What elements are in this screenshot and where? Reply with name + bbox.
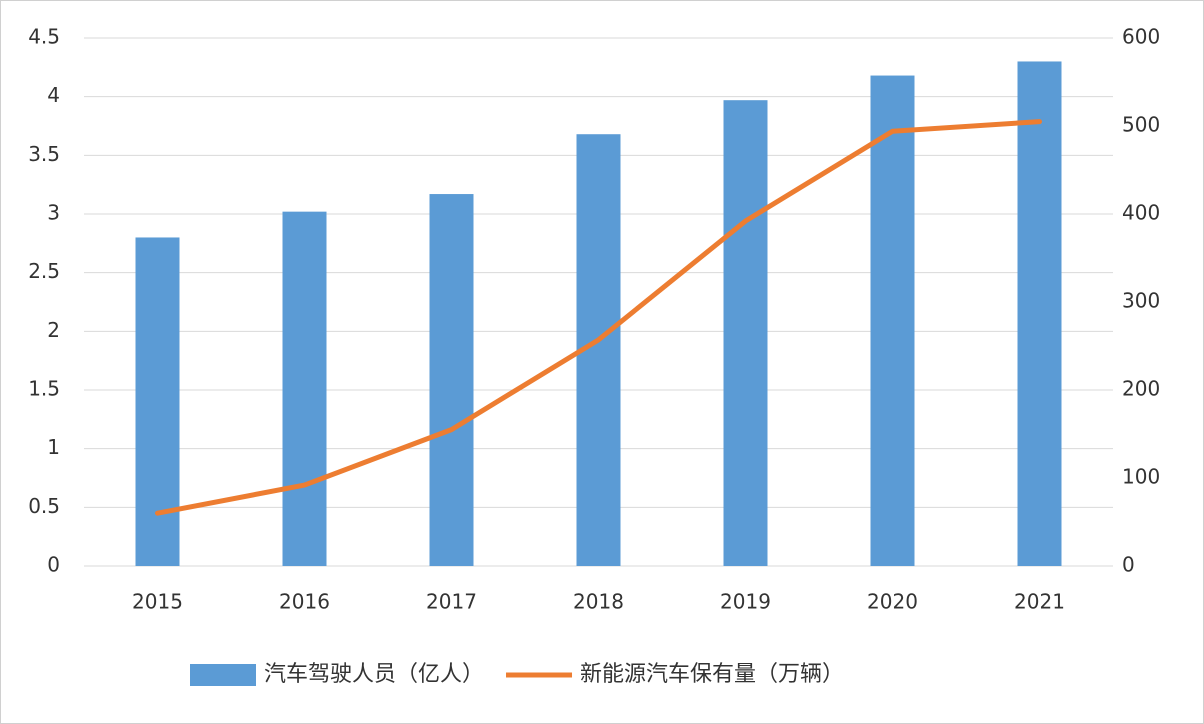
y-tick-label: 4 — [47, 83, 60, 107]
y-tick-label: 0.5 — [28, 494, 60, 518]
x-tick-label: 2020 — [867, 590, 918, 614]
y-tick-label: 1 — [47, 435, 60, 459]
y-tick-label: 2 — [47, 318, 60, 342]
y2-tick-label: 400 — [1122, 201, 1160, 225]
legend-swatch — [190, 664, 256, 686]
y-tick-label: 2.5 — [28, 259, 60, 283]
bar — [723, 100, 768, 566]
y2-tick-label: 0 — [1122, 553, 1135, 577]
line — [155, 119, 1042, 516]
y2-tick-label: 300 — [1122, 289, 1160, 313]
x-tick-label: 2018 — [573, 590, 624, 614]
y-tick-label: 1.5 — [28, 377, 60, 401]
y2-tick-label: 500 — [1122, 113, 1160, 137]
bar — [429, 194, 474, 566]
y2-tick-label: 600 — [1122, 25, 1160, 49]
bar — [135, 237, 180, 566]
y-tick-label: 3 — [47, 201, 60, 225]
y2-tick-label: 200 — [1122, 377, 1160, 401]
x-tick-label: 2016 — [279, 590, 330, 614]
y2-tick-label: 100 — [1122, 465, 1160, 489]
legend-label: 新能源汽车保有量（万辆） — [580, 662, 844, 687]
y-tick-label: 3.5 — [28, 142, 60, 166]
x-tick-label: 2015 — [132, 590, 183, 614]
bar — [870, 75, 915, 567]
y-tick-label: 0 — [47, 553, 60, 577]
x-tick-label: 2021 — [1014, 590, 1065, 614]
y-tick-label: 4.5 — [28, 25, 60, 49]
x-tick-label: 2019 — [720, 590, 771, 614]
bar — [282, 211, 327, 567]
x-tick-label: 2017 — [426, 590, 477, 614]
bar — [1017, 61, 1062, 566]
legend-label: 汽车驾驶人员（亿人） — [264, 662, 484, 687]
